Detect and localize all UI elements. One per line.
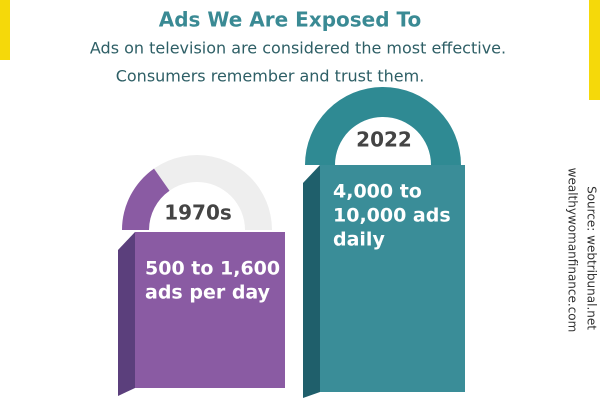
credit: wealthywomanfinance.com — [566, 168, 580, 333]
title: Ads We Are Exposed To — [159, 8, 422, 32]
block-side — [303, 165, 320, 398]
gauge-track — [122, 155, 272, 230]
block-side — [118, 232, 135, 396]
block-text: daily — [333, 229, 385, 251]
subtitle: Consumers remember and trust them. — [116, 67, 425, 86]
block-text: 10,000 ads — [333, 205, 451, 227]
block-face — [135, 232, 285, 388]
accent-bar — [0, 0, 10, 60]
arch — [305, 87, 461, 165]
block-text: 500 to 1,600 — [145, 258, 280, 280]
block-year: 2022 — [356, 128, 412, 152]
block-face — [320, 165, 465, 392]
credit: Source: webtribunal.net — [585, 186, 599, 330]
block-text: ads per day — [145, 282, 271, 304]
subtitle: Ads on television are considered the mos… — [90, 39, 506, 58]
block-text: 4,000 to — [333, 181, 422, 203]
block-year: 1970s — [164, 201, 232, 225]
accent-bar — [589, 0, 600, 100]
gauge-fill — [122, 168, 170, 230]
